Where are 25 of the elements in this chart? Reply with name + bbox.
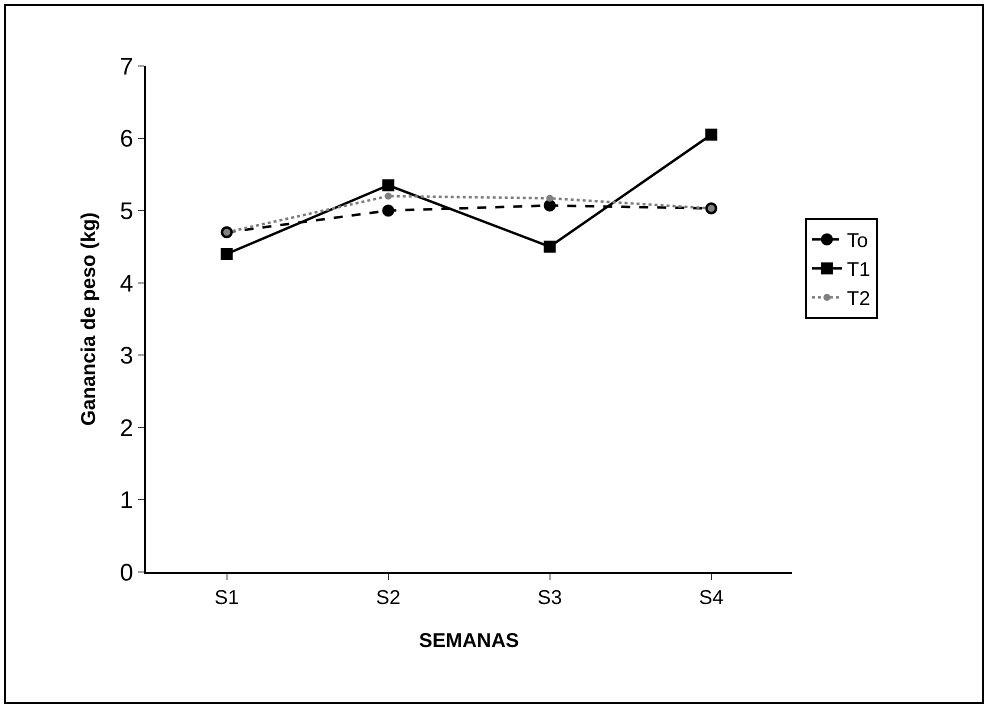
y-tick-label: 0: [120, 559, 134, 586]
point: [705, 128, 718, 141]
point: [544, 200, 556, 212]
point: [544, 240, 556, 253]
y-tick-label: 6: [120, 126, 134, 153]
x-tick-label: S4: [699, 587, 724, 609]
point: [384, 192, 392, 200]
point: [546, 194, 554, 202]
legend-label: To: [846, 230, 868, 252]
y-axis-title: Ganancia de peso (kg): [78, 212, 100, 426]
point: [220, 248, 233, 260]
point: [382, 204, 394, 217]
y-tick-label: 3: [120, 342, 134, 370]
legend-label: T1: [846, 259, 870, 282]
y-tick-label: 2: [120, 414, 134, 442]
x-tick-label: S2: [376, 587, 400, 609]
y-tick-label: 5: [120, 198, 134, 225]
x-tick-label: S1: [214, 587, 239, 609]
y-tick-label: 1: [120, 487, 134, 514]
point: [382, 179, 394, 192]
y-tick-label: 4: [120, 270, 134, 298]
x-axis-title: SEMANAS: [418, 630, 520, 652]
legend-label: T2: [846, 288, 870, 310]
y-tick-label: 7: [120, 53, 134, 80]
x-tick-label: S3: [538, 587, 562, 609]
